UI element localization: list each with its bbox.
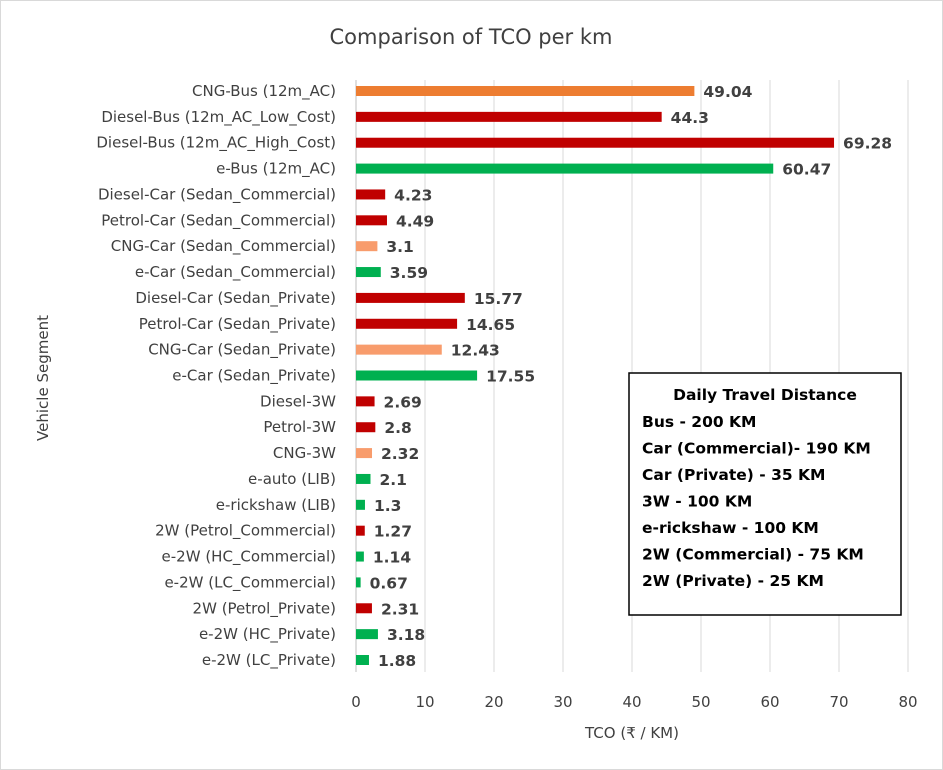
annotation-title: Daily Travel Distance	[673, 386, 857, 404]
bar	[356, 473, 371, 484]
bar	[356, 422, 376, 433]
bar	[356, 292, 465, 303]
bar	[356, 629, 378, 640]
data-label: 2.32	[381, 445, 419, 463]
data-label: 1.27	[374, 523, 412, 541]
y-tick-label: Diesel-Bus (12m_AC_High_Cost)	[96, 134, 336, 153]
y-tick-label: 2W (Petrol_Private)	[193, 599, 336, 618]
y-tick-label: Diesel-Car (Sedan_Private)	[135, 289, 336, 308]
x-tick-label: 30	[553, 693, 572, 711]
data-label: 2.1	[379, 471, 406, 489]
data-label: 4.49	[396, 212, 434, 230]
x-tick-label: 40	[622, 693, 641, 711]
bar	[356, 396, 375, 407]
y-tick-label: CNG-Bus (12m_AC)	[192, 82, 336, 101]
y-tick-label: e-Car (Sedan_Commercial)	[135, 263, 336, 282]
bar	[356, 603, 372, 614]
bar	[356, 215, 387, 226]
bar	[356, 111, 662, 122]
data-label: 12.43	[451, 342, 500, 360]
data-label: 3.59	[390, 264, 428, 282]
bar	[356, 525, 365, 536]
y-tick-label: CNG-Car (Sedan_Private)	[148, 341, 336, 360]
data-label: 60.47	[782, 161, 831, 179]
bar	[356, 499, 365, 510]
bar	[356, 318, 458, 329]
x-tick-label: 20	[484, 693, 503, 711]
data-label: 3.18	[387, 626, 425, 644]
data-label: 3.1	[386, 238, 413, 256]
data-label: 1.88	[378, 652, 416, 670]
y-tick-label: e-2W (HC_Private)	[199, 625, 336, 644]
y-tick-label: e-2W (LC_Commercial)	[164, 573, 336, 592]
y-tick-label: Petrol-3W	[263, 418, 336, 436]
bar	[356, 577, 361, 588]
y-tick-label: e-2W (LC_Private)	[202, 651, 336, 670]
bar	[356, 241, 378, 252]
annotation-line: Car (Commercial)- 190 KM	[642, 440, 871, 458]
data-label: 4.23	[394, 186, 432, 204]
bar	[356, 189, 386, 200]
x-tick-label: 50	[691, 693, 710, 711]
annotation-line: 2W (Private) - 25 KM	[642, 572, 824, 590]
bar	[356, 344, 442, 355]
annotation-line: 3W - 100 KM	[642, 493, 752, 511]
y-tick-label: Petrol-Car (Sedan_Private)	[139, 315, 336, 334]
x-tick-label: 80	[898, 693, 917, 711]
y-tick-label: e-2W (HC_Commercial)	[162, 548, 336, 567]
y-tick-label: e-rickshaw (LIB)	[216, 496, 336, 514]
data-label: 69.28	[843, 135, 892, 153]
x-tick-label: 10	[415, 693, 434, 711]
data-label: 15.77	[474, 290, 523, 308]
bar	[356, 163, 774, 174]
y-tick-label: CNG-Car (Sedan_Commercial)	[111, 237, 336, 256]
x-tick-label: 60	[760, 693, 779, 711]
y-axis-label: Vehicle Segment	[34, 315, 52, 441]
data-label: 49.04	[703, 83, 752, 101]
bar	[356, 551, 364, 562]
y-tick-label: 2W (Petrol_Commercial)	[155, 522, 336, 541]
x-axis-label: TCO (₹ / KM)	[584, 724, 679, 742]
chart-title: Comparison of TCO per km	[330, 25, 613, 49]
data-label: 14.65	[466, 316, 515, 334]
data-label: 1.14	[373, 549, 411, 567]
data-label: 2.31	[381, 600, 419, 618]
data-label: 2.69	[384, 393, 422, 411]
bar	[356, 86, 695, 96]
bar	[356, 267, 381, 278]
y-tick-label: Diesel-Car (Sedan_Commercial)	[98, 185, 336, 204]
annotation-line: 2W (Commercial) - 75 KM	[642, 546, 864, 564]
annotation-line: e-rickshaw - 100 KM	[642, 519, 819, 537]
bar	[356, 655, 369, 665]
data-label: 1.3	[374, 497, 401, 515]
y-tick-label: e-Bus (12m_AC)	[216, 160, 336, 179]
legend-annotation-box: Daily Travel Distance Bus - 200 KM Car (C…	[628, 372, 902, 616]
x-tick-label: 70	[829, 693, 848, 711]
annotation-line: Car (Private) - 35 KM	[642, 466, 825, 484]
data-label: 2.8	[384, 419, 411, 437]
bar	[356, 448, 373, 459]
bar	[356, 137, 835, 148]
y-tick-label: e-Car (Sedan_Private)	[172, 367, 336, 386]
y-tick-label: Diesel-3W	[260, 392, 336, 410]
y-tick-label: e-auto (LIB)	[248, 470, 336, 488]
annotation-line: Bus - 200 KM	[642, 413, 757, 431]
y-tick-label: Diesel-Bus (12m_AC_Low_Cost)	[101, 108, 336, 127]
data-label: 0.67	[370, 574, 408, 592]
data-label: 44.3	[671, 109, 709, 127]
y-tick-label: CNG-3W	[273, 444, 336, 462]
x-tick-label: 0	[351, 693, 361, 711]
y-tick-label: Petrol-Car (Sedan_Commercial)	[101, 211, 336, 230]
data-label: 17.55	[486, 368, 535, 386]
bar	[356, 370, 478, 381]
